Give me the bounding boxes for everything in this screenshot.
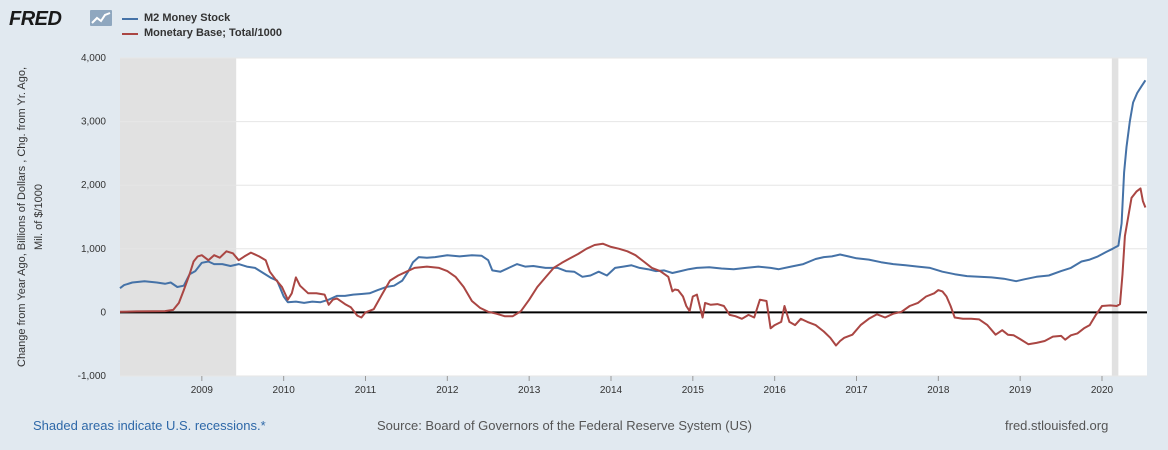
x-tick-label: 2018 <box>927 385 950 396</box>
series-line-monetary-base[interactable] <box>119 187 1147 347</box>
legend-swatch-m2 <box>122 18 138 20</box>
legend-label-monetary-base: Monetary Base; Total/1000 <box>144 27 282 39</box>
grid-lines <box>120 57 1147 377</box>
y-tick-label: -1,000 <box>78 371 107 382</box>
chart-footer: Shaded areas indicate U.S. recessions.* … <box>0 418 1168 434</box>
legend-label-m2: M2 Money Stock <box>144 12 231 24</box>
source-text: Source: Board of Governors of the Federa… <box>377 418 752 433</box>
x-tick-label: 2020 <box>1091 385 1114 396</box>
x-tick-label: 2013 <box>518 385 541 396</box>
y-tick-label: 4,000 <box>81 53 106 64</box>
y-tick-label: 0 <box>100 307 106 318</box>
y-axis-ticks: -1,000 0 1,000 2,000 3,000 4,000 <box>78 53 107 382</box>
recession-band <box>1111 58 1119 376</box>
x-tick-label: 2011 <box>355 385 377 396</box>
x-tick-label: 2012 <box>436 385 459 396</box>
series-lines <box>119 79 1147 347</box>
y-axis-label-line-2: Mil. of $/1000 <box>33 184 45 250</box>
fred-logo[interactable]: FRED <box>9 8 62 30</box>
x-tick-label: 2014 <box>600 385 623 396</box>
x-tick-label: 2010 <box>273 385 296 396</box>
x-tick-label: 2017 <box>845 385 868 396</box>
x-tick-label: 2009 <box>191 385 214 396</box>
y-tick-label: 1,000 <box>81 244 106 255</box>
x-tick-label: 2019 <box>1009 385 1032 396</box>
legend-swatch-monetary-base <box>122 33 138 35</box>
y-tick-label: 2,000 <box>81 180 106 191</box>
y-tick-label: 3,000 <box>81 117 106 128</box>
recession-band <box>120 58 237 376</box>
recession-note-link[interactable]: Shaded areas indicate U.S. recessions.* <box>33 418 266 433</box>
chart-header: FRED M2 Money Stock Monetary Base; Total… <box>0 0 1168 50</box>
x-axis-ticks: 2009 2010 2011 2012 2013 2014 2015 2016 2017 2018… <box>191 376 1114 396</box>
recession-shading <box>120 58 1119 376</box>
line-chart[interactable]: -1,000 0 1,000 2,000 3,000 4,000 2009 2010 2011… <box>0 0 1168 415</box>
y-axis-label-line-1: Change from Year Ago, Billions of Dollar… <box>16 67 28 367</box>
line-chart-icon <box>90 10 112 26</box>
plot-area <box>120 58 1147 376</box>
series-line-m2[interactable] <box>119 79 1147 304</box>
x-tick-label: 2016 <box>764 385 787 396</box>
x-tick-label: 2015 <box>682 385 705 396</box>
site-url[interactable]: fred.stlouisfed.org <box>1005 418 1109 433</box>
